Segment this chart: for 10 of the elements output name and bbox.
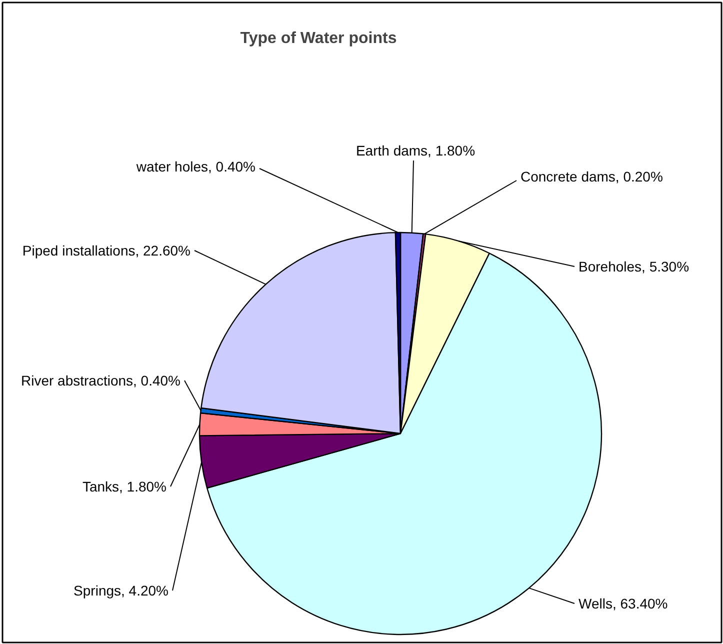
- slice-label: Boreholes, 5.30%: [578, 258, 690, 274]
- chart-title: Type of Water points: [240, 30, 397, 47]
- slice-label: Concrete dams, 0.20%: [520, 168, 663, 184]
- slice-label: Tanks, 1.80%: [82, 478, 167, 494]
- slice-label: Wells, 63.40%: [578, 596, 668, 612]
- slice-label: Springs, 4.20%: [74, 582, 169, 598]
- slice-label: water holes, 0.40%: [135, 158, 256, 174]
- slice-label: Piped installations, 22.60%: [22, 242, 190, 258]
- slice-label: Earth dams, 1.80%: [356, 142, 476, 158]
- slice-label: River abstractions, 0.40%: [20, 372, 181, 388]
